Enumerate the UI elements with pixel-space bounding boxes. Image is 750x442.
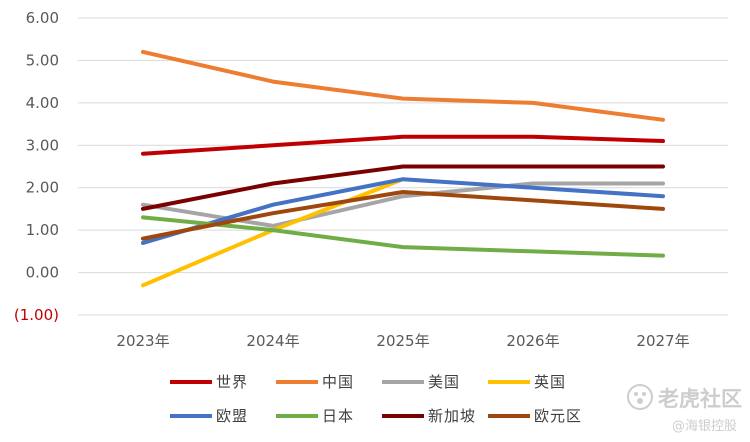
x-axis: 2023年 2024年 2025年 2026年 2027年 — [116, 332, 689, 350]
series-line-1 — [141, 49, 665, 122]
y-tick-label: 0.00 — [26, 264, 59, 282]
x-tick-label: 2023年 — [116, 332, 169, 350]
legend-label: 中国 — [322, 373, 354, 391]
legend-label: 欧元区 — [534, 407, 582, 425]
tiger-paw-icon — [627, 384, 653, 410]
legend-label: 英国 — [534, 373, 566, 391]
x-tick-label: 2025年 — [376, 332, 429, 350]
y-tick-label: 3.00 — [26, 136, 59, 154]
x-tick-label: 2026年 — [506, 332, 559, 350]
y-axis: 6.00 5.00 4.00 3.00 2.00 1.00 0.00 (1.00) — [14, 9, 59, 324]
x-tick-label: 2027年 — [636, 332, 689, 350]
x-tick-label: 2024年 — [246, 332, 299, 350]
watermark-sub: @海银控股 — [672, 419, 737, 434]
legend-label: 新加坡 — [428, 407, 476, 425]
y-tick-label: 6.00 — [26, 9, 59, 27]
legend-label: 欧盟 — [216, 407, 248, 425]
legend-label: 日本 — [322, 407, 354, 425]
series-line-0 — [141, 134, 665, 156]
legend-label: 世界 — [216, 373, 248, 391]
series-line-7 — [141, 190, 665, 241]
watermark-brand: 老虎社区 — [658, 387, 742, 411]
y-tick-label: 2.00 — [26, 179, 59, 197]
series-line-5 — [141, 215, 665, 258]
series-lines — [141, 49, 665, 288]
legend-label: 美国 — [428, 373, 460, 391]
series-line-4 — [141, 177, 665, 245]
series-line-6 — [141, 164, 665, 211]
y-tick-label: 5.00 — [26, 51, 59, 69]
y-tick-label: (1.00) — [14, 306, 59, 324]
y-tick-label: 1.00 — [26, 221, 59, 239]
y-tick-label: 4.00 — [26, 94, 59, 112]
watermark: 老虎社区 @海银控股 — [627, 384, 742, 434]
